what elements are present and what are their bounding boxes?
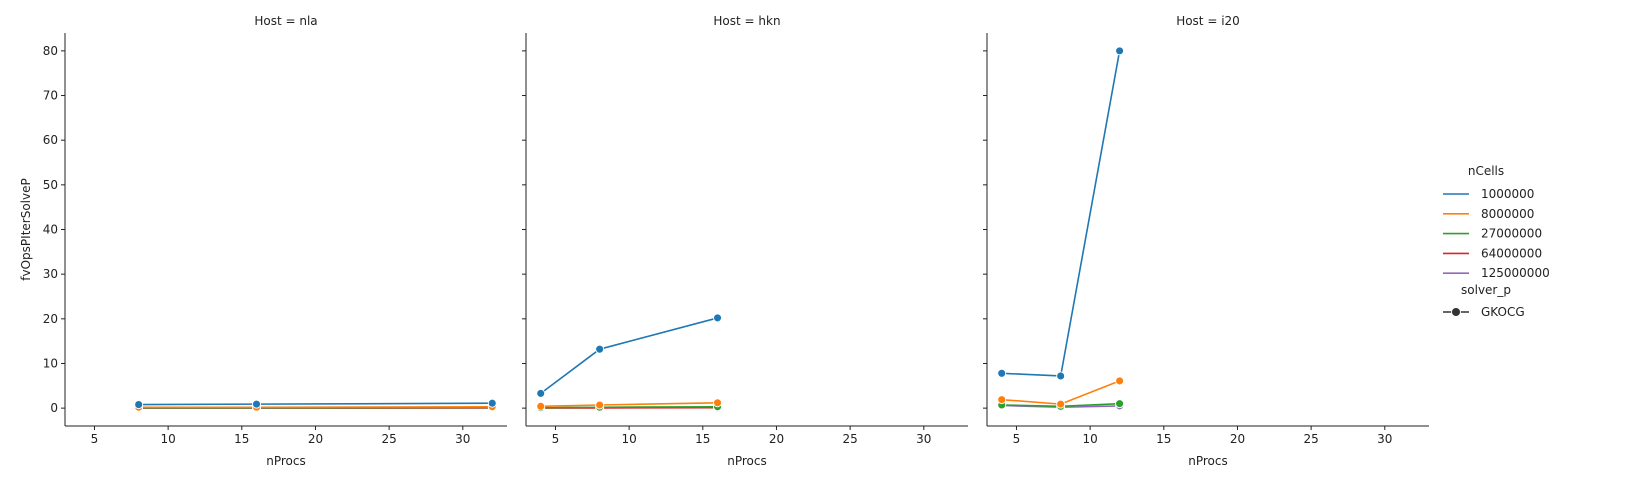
data-point: [1115, 376, 1125, 386]
legend-marker-style: [1451, 307, 1461, 317]
y-axis-label: fvOpsPIterSolveP: [19, 178, 33, 280]
data-point: [713, 398, 722, 408]
x-tick-label: 15: [1156, 432, 1171, 446]
data-point: [595, 400, 605, 410]
series-line-1000000: [540, 317, 718, 395]
x-tick-label: 30: [455, 432, 470, 446]
data-point: [595, 344, 605, 354]
y-tick-label: 20: [43, 312, 58, 326]
x-tick-label: 30: [916, 432, 931, 446]
x-tick-label: 30: [1377, 432, 1392, 446]
x-tick-label: 20: [308, 432, 323, 446]
legend-label: 125000000: [1481, 266, 1550, 280]
legend-label: 8000000: [1481, 207, 1534, 221]
panel-title: Host = nla: [254, 14, 317, 28]
series-line-1000000: [138, 402, 493, 406]
series-line-27000000: [540, 405, 718, 409]
data-point: [134, 400, 144, 410]
y-tick-label: 80: [43, 44, 58, 58]
data-point: [997, 395, 1007, 405]
data-point: [536, 388, 546, 398]
y-tick-label: 70: [43, 89, 58, 103]
x-tick-label: 25: [1303, 432, 1318, 446]
data-point: [1115, 46, 1125, 56]
panel-title: Host = i20: [1176, 14, 1240, 28]
legend-title-ncells: nCells: [1468, 164, 1504, 178]
facet-panel-2: Host = i20 5 10 15 20 25 30 nProcs: [983, 14, 1429, 468]
x-tick-label: 20: [769, 432, 784, 446]
legend-label: 27000000: [1481, 227, 1542, 241]
x-tick-label: 10: [160, 432, 175, 446]
x-tick-label: 25: [842, 432, 857, 446]
y-tick-label: 0: [50, 401, 58, 415]
series-line-1000000: [1001, 50, 1121, 377]
series-line-8000000: [540, 401, 718, 408]
panel-title: Host = hkn: [713, 14, 780, 28]
x-tick-label: 5: [1013, 432, 1021, 446]
legend-label: 1000000: [1481, 187, 1534, 201]
x-tick-label: 20: [1230, 432, 1245, 446]
x-tick-label: 15: [695, 432, 710, 446]
x-tick-label: 5: [91, 432, 99, 446]
data-point: [487, 398, 497, 408]
y-tick-label: 30: [43, 267, 58, 281]
y-tick-label: 10: [43, 356, 58, 370]
legend-label: 64000000: [1481, 246, 1542, 260]
x-axis-label: nProcs: [727, 454, 767, 468]
x-tick-label: 15: [234, 432, 249, 446]
facet-panel-1: Host = hkn 5 10 15 20 25 30 nProcs: [522, 14, 968, 468]
x-tick-label: 25: [381, 432, 396, 446]
x-tick-label: 5: [552, 432, 560, 446]
x-axis-label: nProcs: [266, 454, 306, 468]
x-tick-label: 10: [621, 432, 636, 446]
x-axis-label: nProcs: [1188, 454, 1228, 468]
data-point: [252, 399, 261, 409]
data-point: [536, 401, 546, 411]
data-point: [713, 313, 722, 323]
legend-title-solver: solver_p: [1461, 283, 1511, 297]
x-tick-label: 10: [1082, 432, 1097, 446]
y-tick-label: 40: [43, 223, 58, 237]
legend-label: GKOCG: [1481, 305, 1525, 319]
y-tick-label: 50: [43, 178, 58, 192]
data-point: [1056, 399, 1066, 409]
data-point: [1115, 399, 1125, 409]
legend: nCells 1000000 8000000 27000000 64000000 1250…: [1443, 164, 1550, 319]
facet-panel-0: Host = nla 5 10 15 20 25 30 0 10 20 30 40 50 60 70 80 nP…: [43, 14, 507, 468]
data-point: [997, 368, 1007, 378]
data-point: [1056, 371, 1066, 381]
y-tick-label: 60: [43, 133, 58, 147]
